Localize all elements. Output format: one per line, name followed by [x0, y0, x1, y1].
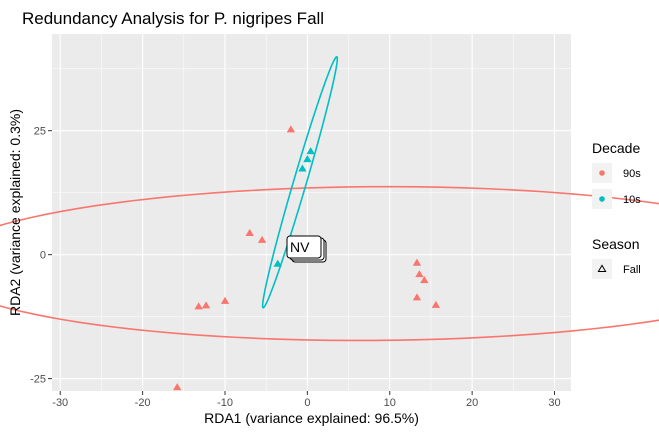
- y-tick-label: 0: [40, 250, 46, 262]
- data-point-90s: [245, 228, 254, 236]
- legend-title-decade: Decade: [592, 140, 640, 156]
- data-point-10s: [303, 155, 312, 163]
- legend-label-10s: 10s: [623, 194, 641, 206]
- data-point-90s: [420, 276, 429, 284]
- nv-label-box: [286, 235, 322, 259]
- x-tick-label: 20: [466, 397, 478, 409]
- y-axis: -25 0 25: [30, 126, 52, 386]
- data-point-90s: [201, 301, 211, 309]
- x-tick-label: 30: [548, 397, 560, 409]
- data-point-90s: [415, 270, 424, 278]
- data-point-90s: [412, 258, 422, 266]
- chart-title: Redundancy Analysis for P. nigripes Fall: [22, 9, 324, 28]
- data-point-90s: [194, 302, 203, 310]
- legend-key-background: [592, 259, 612, 279]
- legend-title-season: Season: [592, 236, 639, 252]
- x-tick-label: -20: [135, 397, 151, 409]
- x-tick-label: 0: [304, 397, 310, 409]
- legend-label-90s: 90s: [623, 168, 641, 180]
- x-tick-label: -30: [52, 397, 68, 409]
- data-points: [173, 125, 441, 391]
- nv-annotation: NV: [286, 235, 327, 263]
- y-tick-label: -25: [30, 374, 46, 386]
- data-point-90s: [220, 296, 230, 304]
- legend-label-Fall: Fall: [623, 264, 641, 276]
- x-axis: -30 -20 -10 0 10 20 30: [52, 391, 561, 409]
- data-point-90s: [173, 383, 182, 391]
- grid-minor-lines: [52, 34, 571, 391]
- plot-panel: [52, 34, 571, 391]
- x-tick-label: 10: [384, 397, 396, 409]
- data-point-10s: [306, 147, 315, 155]
- legend-area: Decade 90s 10s Season Fall: [592, 140, 641, 279]
- data-point-90s: [286, 125, 296, 133]
- data-point-10s: [273, 259, 282, 267]
- x-tick-label: -10: [217, 397, 233, 409]
- x-axis-label: RDA1 (variance explained: 96.5%): [204, 410, 419, 426]
- y-axis-label: RDA2 (variance explained: 0.3%): [7, 109, 23, 316]
- ellipse-10s: [261, 55, 339, 309]
- confidence-ellipses: [0, 55, 659, 342]
- data-point-10s: [298, 164, 307, 172]
- legend-key-Fall: [597, 264, 607, 273]
- y-tick-label: 25: [34, 126, 46, 138]
- data-point-90s: [412, 293, 422, 301]
- grid-major-lines: [52, 34, 571, 391]
- legend-key-90s: [599, 170, 605, 176]
- legend-key-10s: [599, 196, 605, 202]
- ellipse-90s: [0, 185, 659, 342]
- nv-label-text: NV: [290, 239, 310, 255]
- data-point-90s: [257, 235, 267, 243]
- data-point-90s: [431, 300, 441, 308]
